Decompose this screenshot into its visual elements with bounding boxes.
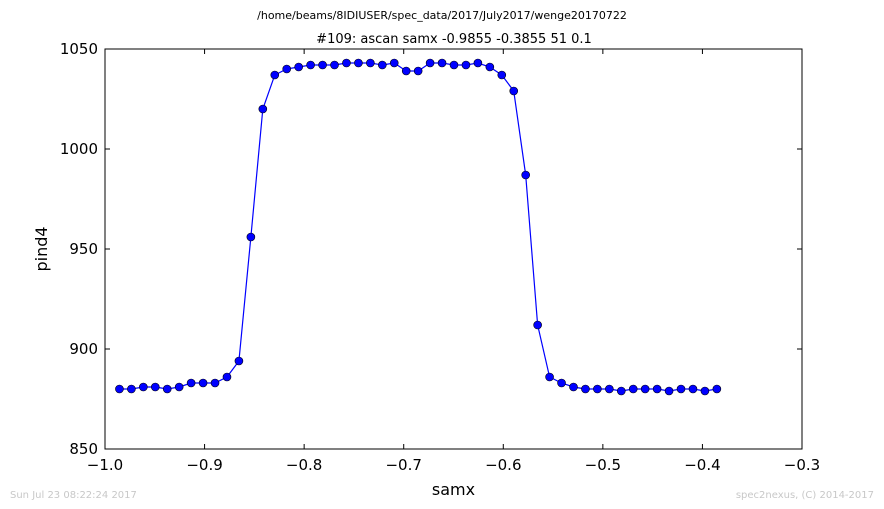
x-tick-label: −0.7 bbox=[385, 456, 421, 474]
data-point bbox=[342, 58, 351, 68]
x-axis-ticks: −1.0 −0.9 −0.8 −0.7 −0.6 −0.5 −0.4 −0.3 bbox=[87, 49, 820, 474]
x-tick-label: −0.3 bbox=[784, 456, 820, 474]
data-point bbox=[652, 384, 662, 394]
data-point bbox=[509, 86, 519, 96]
data-point bbox=[569, 382, 578, 392]
y-tick-label: 850 bbox=[69, 440, 98, 458]
data-point bbox=[222, 372, 232, 382]
data-point bbox=[616, 386, 626, 396]
x-tick-label: −0.5 bbox=[585, 456, 621, 474]
data-point bbox=[378, 60, 387, 70]
data-point bbox=[700, 386, 710, 396]
data-point bbox=[712, 384, 722, 394]
data-point bbox=[676, 384, 686, 394]
data-point bbox=[628, 384, 638, 394]
y-axis-ticks: 850 900 950 1000 1050 bbox=[60, 40, 802, 458]
x-tick-label: −0.9 bbox=[186, 456, 222, 474]
data-point bbox=[282, 64, 292, 74]
chart-title: #109: ascan samx -0.9855 -0.3855 51 0.1 bbox=[316, 32, 592, 47]
data-point bbox=[354, 58, 363, 68]
footer-credit: spec2nexus, (C) 2014-2017 bbox=[736, 490, 874, 501]
data-point bbox=[330, 60, 339, 70]
y-tick-label: 950 bbox=[69, 240, 98, 258]
data-point bbox=[401, 66, 411, 76]
data-point bbox=[198, 378, 208, 388]
x-axis-label: samx bbox=[432, 480, 475, 499]
data-point bbox=[127, 384, 136, 394]
plot-area: −1.0 −0.9 −0.8 −0.7 −0.6 −0.5 −0.4 −0.3 850 900 9… bbox=[60, 40, 820, 474]
y-tick-label: 1050 bbox=[60, 40, 98, 58]
data-point bbox=[366, 58, 375, 68]
data-point bbox=[174, 382, 184, 392]
x-tick-label: −0.8 bbox=[286, 456, 322, 474]
data-point bbox=[557, 378, 566, 388]
data-point bbox=[389, 58, 399, 68]
data-point bbox=[115, 384, 124, 394]
data-point bbox=[640, 384, 650, 394]
data-point bbox=[258, 104, 268, 114]
y-axis-label: pind4 bbox=[32, 226, 51, 271]
data-point bbox=[605, 384, 614, 394]
data-point bbox=[246, 232, 256, 242]
data-point bbox=[139, 382, 148, 392]
data-point bbox=[473, 58, 483, 68]
data-point bbox=[318, 60, 327, 70]
data-point bbox=[545, 372, 554, 382]
data-point bbox=[461, 60, 471, 70]
data-point bbox=[270, 70, 280, 80]
data-point bbox=[485, 62, 495, 72]
data-point bbox=[294, 62, 303, 72]
data-point bbox=[449, 60, 459, 70]
data-point bbox=[186, 378, 196, 388]
data-series bbox=[115, 58, 722, 396]
y-tick-label: 900 bbox=[69, 340, 98, 358]
y-tick-label: 1000 bbox=[60, 140, 98, 158]
data-point bbox=[162, 384, 172, 394]
data-point bbox=[306, 60, 315, 70]
figure-path-title: /home/beams/8IDIUSER/spec_data/2017/July… bbox=[257, 9, 627, 22]
data-point bbox=[150, 382, 160, 392]
data-point bbox=[664, 386, 674, 396]
data-point bbox=[593, 384, 602, 394]
data-point bbox=[581, 384, 590, 394]
x-tick-label: −0.4 bbox=[684, 456, 720, 474]
footer-timestamp: Sun Jul 23 08:22:24 2017 bbox=[10, 490, 137, 501]
data-point bbox=[425, 58, 435, 68]
data-point bbox=[533, 320, 542, 330]
data-point bbox=[688, 384, 698, 394]
data-point bbox=[210, 378, 220, 388]
data-point bbox=[521, 170, 530, 180]
data-point bbox=[413, 66, 423, 76]
data-point bbox=[497, 70, 507, 80]
data-point bbox=[234, 356, 244, 366]
x-tick-label: −1.0 bbox=[87, 456, 123, 474]
x-tick-label: −0.6 bbox=[485, 456, 521, 474]
data-point bbox=[437, 58, 447, 68]
